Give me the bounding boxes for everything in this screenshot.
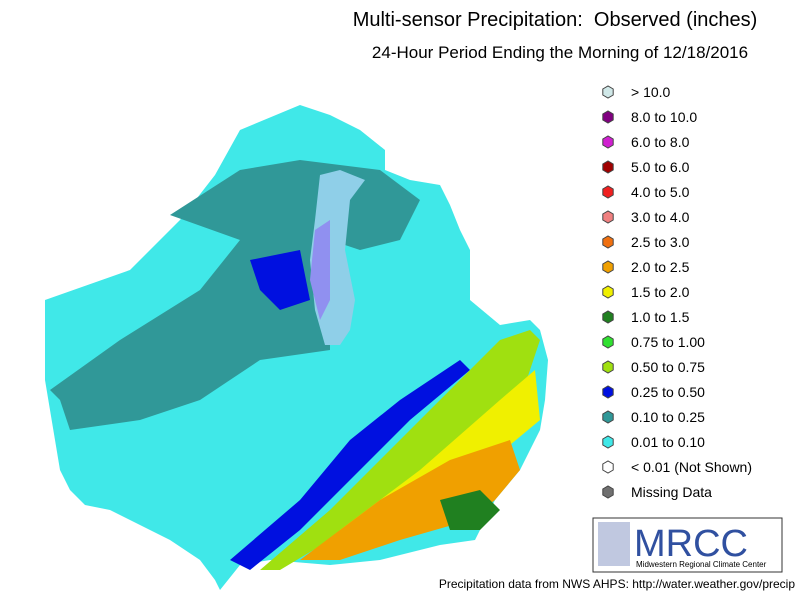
legend-swatch (602, 360, 614, 374)
area-light-green (260, 330, 540, 570)
legend-label: 5.0 to 6.0 (631, 159, 690, 175)
title: Multi-sensor Precipitation: Observed (in… (353, 9, 758, 31)
legend-swatch (602, 85, 614, 99)
legend: > 10.0 8.0 to 10.0 6.0 to 8.0 5.0 to 6.0 4.0… (602, 84, 752, 500)
legend-label: 0.01 to 0.10 (631, 434, 705, 450)
legend-swatch (602, 235, 614, 249)
legend-label: 0.75 to 1.00 (631, 334, 705, 350)
legend-swatch (602, 485, 614, 499)
legend-label: 1.0 to 1.5 (631, 309, 690, 325)
legend-swatch (602, 185, 614, 199)
legend-label: 0.10 to 0.25 (631, 409, 705, 425)
legend-swatch (602, 385, 614, 399)
legend-swatch (602, 285, 614, 299)
legend-label: > 10.0 (631, 84, 671, 100)
map (30, 12, 548, 590)
legend-label: Missing Data (631, 484, 712, 500)
legend-swatch (602, 210, 614, 224)
area-teal (50, 200, 330, 430)
legend-label: 2.0 to 2.5 (631, 259, 690, 275)
footer: Precipitation data from NWS AHPS: http:/… (439, 577, 795, 591)
area-blue-north (250, 250, 310, 310)
legend-label: 1.5 to 2.0 (631, 284, 690, 300)
legend-swatch (602, 135, 614, 149)
logo: MRCC Midwestern Regional Climate Center (592, 517, 783, 573)
subtitle: 24-Hour Period Ending the Morning of 12/… (372, 43, 748, 62)
legend-swatch (602, 110, 614, 124)
lake-heavy-area (310, 220, 330, 320)
area-orange (300, 440, 520, 560)
legend-label: 8.0 to 10.0 (631, 109, 697, 125)
legend-swatch (602, 435, 614, 449)
legend-label: 4.0 to 5.0 (631, 184, 690, 200)
legend-swatch (602, 410, 614, 424)
legend-label: < 0.01 (Not Shown) (631, 459, 752, 475)
legend-swatch (602, 310, 614, 324)
logo-map-icon (598, 522, 630, 566)
legend-label: 0.25 to 0.50 (631, 384, 705, 400)
legend-swatch (602, 160, 614, 174)
legend-label: 3.0 to 4.0 (631, 209, 690, 225)
legend-swatch (602, 335, 614, 349)
legend-swatch (602, 460, 614, 474)
legend-label: 6.0 to 8.0 (631, 134, 690, 150)
area-green (440, 490, 500, 530)
logo-full-name: Midwestern Regional Climate Center (636, 560, 767, 569)
legend-label: 2.5 to 3.0 (631, 234, 690, 250)
legend-label: 0.50 to 0.75 (631, 359, 705, 375)
area-blue (230, 360, 470, 570)
logo-name: MRCC (634, 523, 748, 565)
legend-swatch (602, 260, 614, 274)
